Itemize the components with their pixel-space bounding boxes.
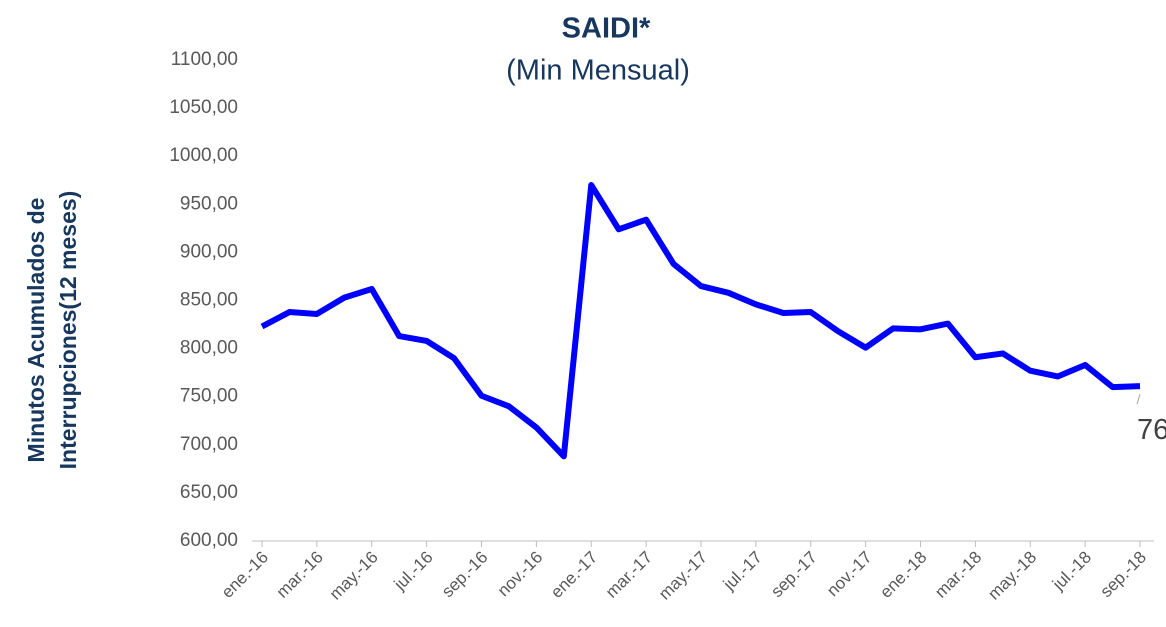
x-tick-label: jul.-18 (1048, 548, 1095, 595)
y-axis-title-line: Interrupciones(12 meses) (55, 191, 81, 470)
y-axis-title-line: Minutos Acumulados de (23, 198, 49, 463)
y-tick-label: 750,00 (180, 386, 238, 407)
x-tick-label: ene.-18 (876, 548, 930, 602)
y-tick-label: 600,00 (180, 530, 238, 551)
x-tick-label: nov.-16 (494, 548, 547, 601)
x-tick-label: may.-17 (655, 548, 711, 604)
x-tick-label: jul.-16 (390, 548, 437, 595)
x-tick-label: sep.-17 (767, 548, 821, 602)
data-label: 761 (1137, 414, 1166, 446)
y-tick-label: 900,00 (180, 241, 238, 262)
x-tick-label: may.-18 (984, 548, 1040, 604)
x-tick-label: mar.-17 (602, 548, 656, 602)
y-tick-label: 1000,00 (169, 145, 238, 166)
x-tick-label: mar.-16 (273, 548, 327, 602)
chart-subtitle: (Min Mensual) (506, 55, 690, 87)
y-tick-label: 1050,00 (169, 97, 238, 118)
series-line (260, 182, 1141, 460)
y-axis-title: Minutos Acumulados de Interrupciones(12 … (23, 191, 81, 470)
y-tick-label: 650,00 (180, 482, 238, 503)
x-tick-label: sep.-18 (1096, 548, 1150, 602)
y-tick-label: 700,00 (180, 434, 238, 455)
y-tick-label: 850,00 (180, 290, 238, 311)
data-label-leader (1136, 393, 1141, 405)
chart-title: SAIDI* (562, 13, 651, 45)
x-tick-label: mar.-18 (931, 548, 985, 602)
x-tick-label: ene.-17 (547, 548, 601, 602)
x-tick-label: may.-16 (326, 548, 382, 604)
x-tick-label: sep.-16 (438, 548, 492, 602)
x-tick-label: jul.-17 (719, 548, 766, 595)
y-tick-label: 800,00 (180, 338, 238, 359)
y-tick-label: 1100,00 (171, 49, 238, 70)
x-tick-label: ene.-16 (218, 548, 272, 602)
x-tick-label: nov.-17 (823, 548, 876, 601)
y-tick-label: 950,00 (180, 193, 238, 214)
